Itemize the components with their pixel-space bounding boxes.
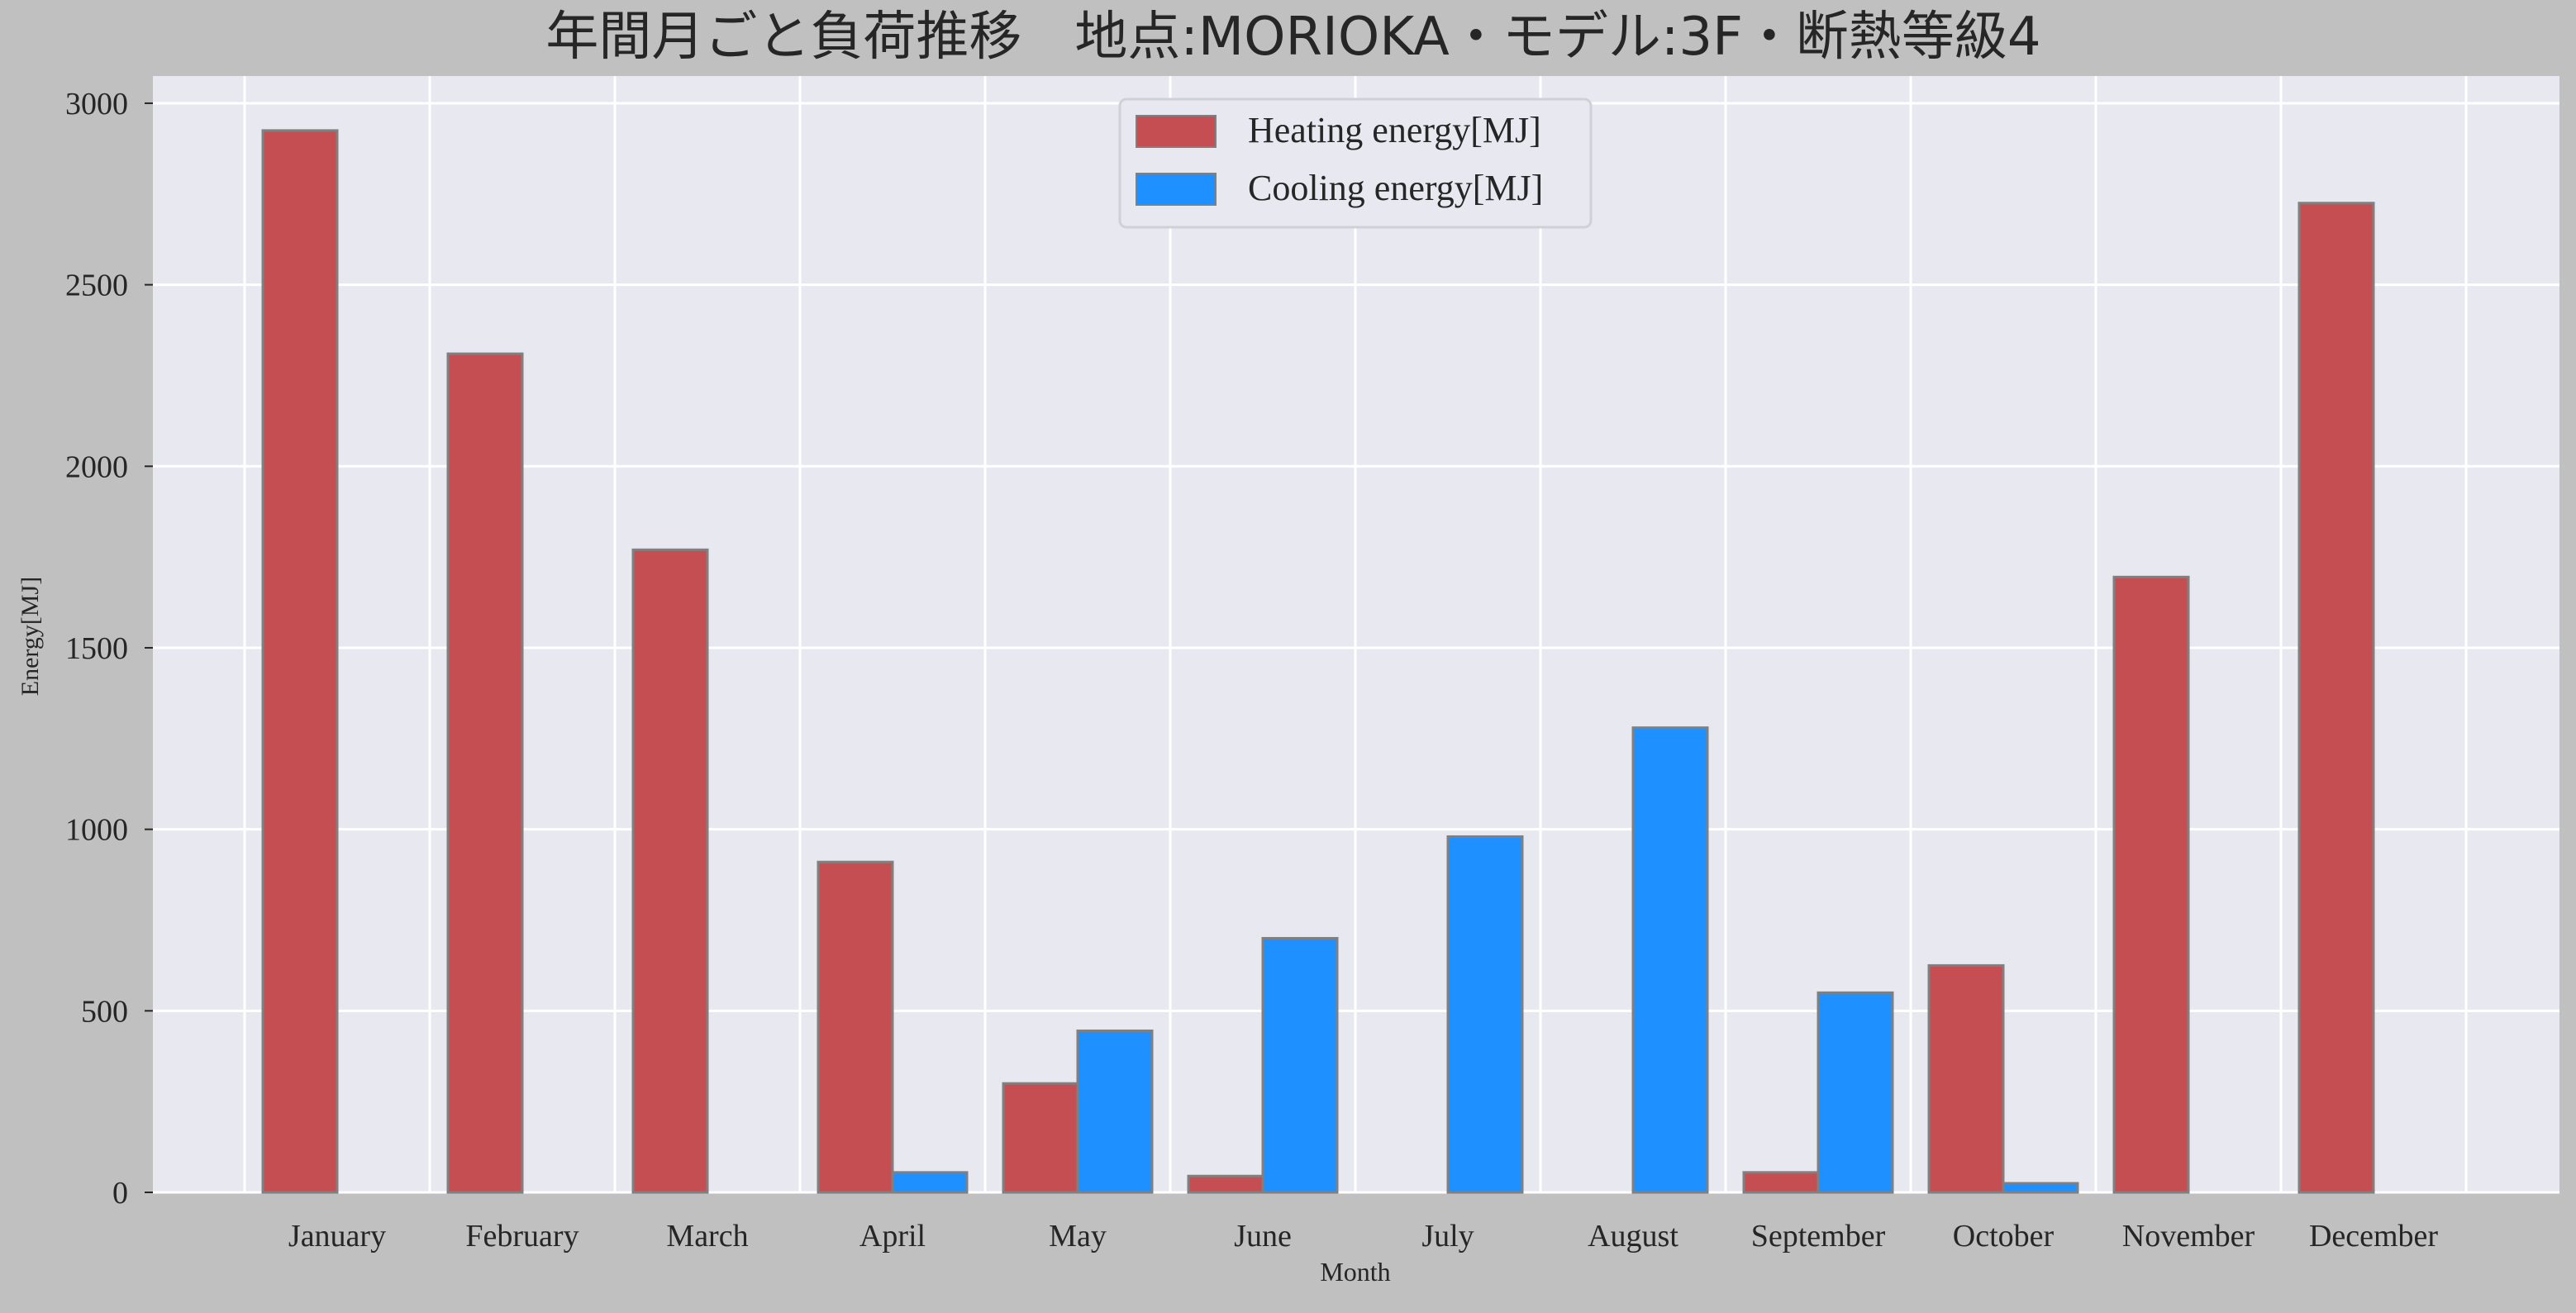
bar-heating bbox=[446, 352, 524, 1194]
x-axis-label: Month bbox=[1320, 1257, 1390, 1287]
legend-label: Cooling energy[MJ] bbox=[1248, 168, 1543, 208]
bars bbox=[261, 129, 2375, 1194]
bar-heating bbox=[261, 129, 339, 1194]
x-tick-label: July bbox=[1421, 1219, 1474, 1254]
axes: 0 500 1000 1500 2000 2500 3000 January February M… bbox=[65, 87, 2438, 1254]
bar-heating bbox=[2297, 202, 2375, 1194]
x-tick-label: October bbox=[1953, 1219, 2055, 1254]
bar-heating bbox=[1002, 1082, 1079, 1194]
legend-box bbox=[1118, 98, 1593, 229]
bar-cooling bbox=[1261, 936, 1339, 1194]
bar-cooling bbox=[1631, 726, 1709, 1194]
bar-heating bbox=[2112, 575, 2190, 1194]
bar-heating bbox=[631, 548, 709, 1194]
legend-swatch bbox=[1136, 115, 1217, 148]
bar-heating bbox=[1927, 963, 2005, 1194]
y-tick-label: 500 bbox=[81, 994, 128, 1029]
bar-heating bbox=[1187, 1174, 1264, 1194]
x-tick-label: December bbox=[2309, 1219, 2438, 1254]
bar-cooling bbox=[1076, 1029, 1154, 1194]
bar-cooling bbox=[1817, 991, 1894, 1194]
chart-title: 年間月ごと負荷推移 地点:MORIOKA・モデル:3F・断熱等級4 bbox=[545, 7, 2040, 68]
bar-cooling bbox=[1446, 835, 1524, 1194]
x-tick-label: March bbox=[666, 1219, 748, 1254]
x-tick-label: August bbox=[1588, 1219, 1678, 1254]
bar-cooling bbox=[2002, 1182, 2079, 1194]
y-tick-label: 2500 bbox=[65, 269, 128, 303]
y-tick-label: 2000 bbox=[65, 450, 128, 484]
x-tick-label: June bbox=[1234, 1219, 1292, 1254]
bar-heating bbox=[1742, 1171, 1820, 1194]
bar-cooling bbox=[891, 1171, 969, 1194]
bar-heating bbox=[817, 860, 894, 1194]
y-tick-label: 1500 bbox=[65, 631, 128, 666]
y-axis-label: Energy[MJ] bbox=[17, 577, 44, 696]
x-tick-label: February bbox=[465, 1219, 579, 1254]
y-tick-label: 3000 bbox=[65, 87, 128, 121]
legend: Heating energy[MJ] Cooling energy[MJ] bbox=[1118, 98, 1593, 229]
x-tick-label: May bbox=[1049, 1219, 1107, 1254]
legend-label: Heating energy[MJ] bbox=[1248, 110, 1541, 150]
x-tick-label: April bbox=[859, 1219, 926, 1254]
y-tick-label: 1000 bbox=[65, 813, 128, 848]
x-tick-label: January bbox=[288, 1219, 386, 1254]
y-tick-label: 0 bbox=[112, 1176, 128, 1211]
x-tick-label: November bbox=[2122, 1219, 2255, 1254]
x-tick-label: September bbox=[1751, 1219, 1886, 1254]
legend-swatch bbox=[1136, 173, 1217, 206]
